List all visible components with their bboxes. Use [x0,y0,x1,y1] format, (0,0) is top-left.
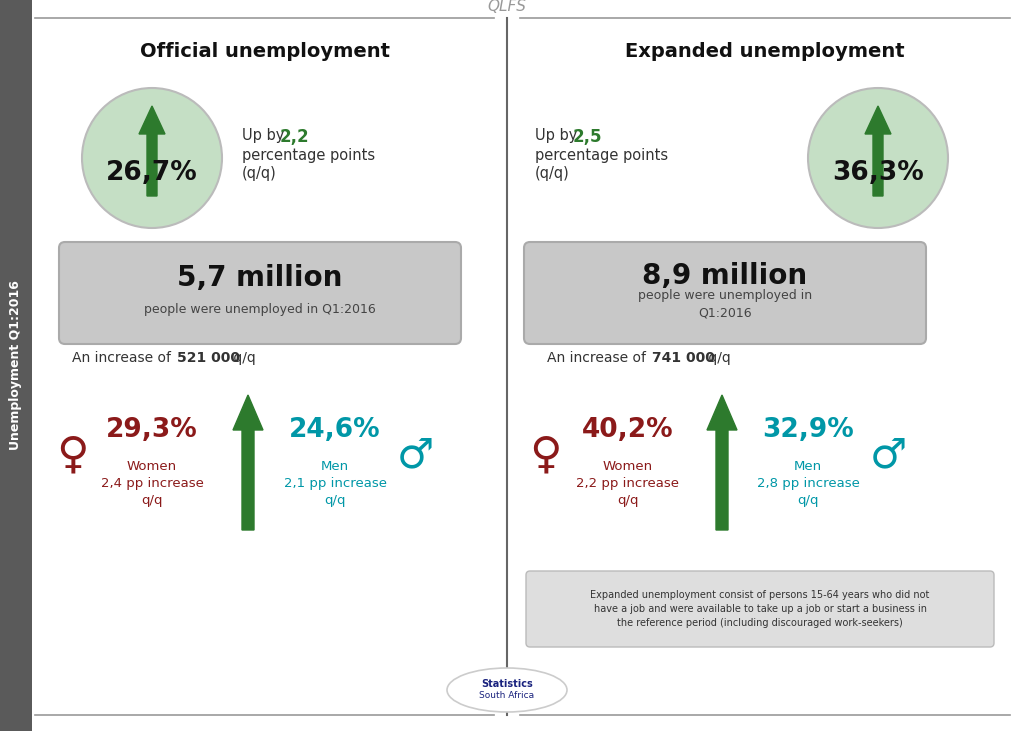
Text: South Africa: South Africa [480,691,534,700]
Text: (q/q): (q/q) [242,166,277,181]
Text: Men: Men [794,460,822,473]
Text: 2,1 pp increase: 2,1 pp increase [284,477,386,490]
FancyBboxPatch shape [0,0,32,731]
Polygon shape [707,395,737,530]
Text: (q/q): (q/q) [535,166,570,181]
Text: 32,9%: 32,9% [763,417,854,443]
Text: 2,2: 2,2 [280,128,309,146]
Text: Up by: Up by [242,128,289,143]
FancyBboxPatch shape [59,242,461,344]
Text: q/q: q/q [797,494,818,507]
Text: An increase of: An increase of [547,351,650,365]
Text: QLFS: QLFS [488,0,526,14]
Text: people were unemployed in Q1:2016: people were unemployed in Q1:2016 [144,303,376,317]
Text: Unemployment Q1:2016: Unemployment Q1:2016 [9,280,22,450]
Text: 2,8 pp increase: 2,8 pp increase [756,477,860,490]
FancyBboxPatch shape [526,571,994,647]
Text: q/q: q/q [229,351,256,365]
Text: q/q: q/q [324,494,346,507]
Text: percentage points: percentage points [242,148,375,163]
Text: 2,5: 2,5 [573,128,602,146]
Text: 26,7%: 26,7% [106,160,198,186]
Text: percentage points: percentage points [535,148,668,163]
Text: Women: Women [127,460,177,473]
Text: ♂: ♂ [396,434,434,476]
Text: An increase of: An increase of [72,351,175,365]
Text: 36,3%: 36,3% [832,160,924,186]
Text: Expanded unemployment consist of persons 15-64 years who did not
have a job and : Expanded unemployment consist of persons… [590,591,930,628]
Circle shape [82,88,222,228]
Text: 521 000: 521 000 [177,351,240,365]
Text: 40,2%: 40,2% [582,417,674,443]
Text: Women: Women [603,460,653,473]
Text: ♂: ♂ [869,434,907,476]
Text: 2,2 pp increase: 2,2 pp increase [577,477,679,490]
Text: q/q: q/q [618,494,639,507]
Polygon shape [139,106,165,196]
FancyBboxPatch shape [524,242,926,344]
Text: 8,9 million: 8,9 million [643,262,807,290]
Ellipse shape [447,668,567,712]
Text: Up by: Up by [535,128,582,143]
Text: Expanded unemployment: Expanded unemployment [626,42,904,61]
Text: q/q: q/q [704,351,731,365]
Text: Men: Men [321,460,349,473]
Text: 741 000: 741 000 [652,351,715,365]
Text: Official unemployment: Official unemployment [140,42,390,61]
Text: 2,4 pp increase: 2,4 pp increase [100,477,204,490]
Polygon shape [865,106,891,196]
Text: Statistics: Statistics [481,679,533,689]
Text: 29,3%: 29,3% [106,417,198,443]
Text: 24,6%: 24,6% [289,417,381,443]
Polygon shape [233,395,263,530]
Text: ♀: ♀ [528,433,562,477]
Text: people were unemployed in
Q1:2016: people were unemployed in Q1:2016 [638,289,812,319]
Circle shape [808,88,948,228]
Text: 5,7 million: 5,7 million [177,264,343,292]
Text: ♀: ♀ [56,433,88,477]
Text: q/q: q/q [141,494,163,507]
